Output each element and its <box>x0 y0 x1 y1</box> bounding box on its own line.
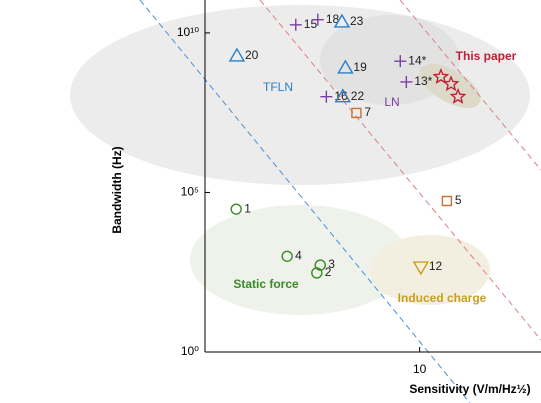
y-tick-label: 10⁰ <box>181 344 199 358</box>
point-label: 23 <box>350 14 364 28</box>
data-point <box>432 68 450 84</box>
point-label: 22 <box>351 89 365 103</box>
data-point <box>311 267 323 279</box>
point-label: 20 <box>245 48 259 62</box>
reference-line <box>399 0 541 171</box>
point-label: 15 <box>304 17 318 31</box>
data-point <box>351 107 362 119</box>
group-label: Induced charge <box>398 291 487 305</box>
point-label: 4 <box>295 248 302 262</box>
data-point <box>412 261 430 276</box>
region <box>370 235 490 305</box>
point-label: 19 <box>353 60 367 74</box>
group-label: Static force <box>233 277 299 291</box>
point-label: 14* <box>408 53 426 67</box>
reference-line <box>139 0 471 403</box>
group-label: TFLN <box>263 80 293 94</box>
point-label: 5 <box>455 193 462 207</box>
data-point <box>334 88 352 103</box>
data-point <box>394 55 407 68</box>
x-axis-label: Sensitivity (V/m/Hz½) <box>409 382 530 396</box>
data-point <box>289 18 302 31</box>
data-point <box>320 90 333 103</box>
data-point <box>449 87 467 104</box>
reference-line <box>259 0 541 341</box>
y-axis-label: Bandwidth (Hz) <box>110 146 124 233</box>
point-label: 12 <box>429 259 443 273</box>
data-point <box>400 75 413 88</box>
data-point <box>442 75 460 92</box>
data-point <box>314 259 326 271</box>
point-label: 18 <box>326 12 340 26</box>
point-label: 7 <box>364 105 371 119</box>
data-point <box>230 203 242 215</box>
y-tick-label: 10¹⁰ <box>177 25 199 39</box>
x-tick-label: 10 <box>413 362 427 376</box>
y-tick-label: 10⁵ <box>181 185 199 199</box>
data-point <box>333 13 351 28</box>
data-point <box>441 195 453 207</box>
data-point <box>281 250 293 262</box>
region <box>190 205 410 315</box>
data-point <box>228 47 246 62</box>
point-label: 13* <box>414 74 432 88</box>
point-label: 1 <box>244 201 251 215</box>
point-label: 3 <box>328 257 335 271</box>
group-label: This paper <box>456 49 517 63</box>
point-label: 2 <box>325 265 332 279</box>
data-point <box>337 59 354 74</box>
group-label: LN <box>384 95 399 109</box>
data-point <box>311 13 324 26</box>
